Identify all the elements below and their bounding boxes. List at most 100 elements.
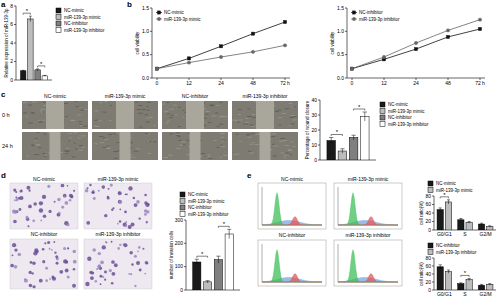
- g2-peak: [338, 217, 398, 225]
- cell: [73, 268, 76, 271]
- significance: *: [223, 221, 226, 227]
- texture: [216, 126, 219, 128]
- texture: [246, 134, 250, 136]
- error-bar: [216, 256, 220, 263]
- legend-swatch: [380, 115, 385, 120]
- texture: [251, 125, 256, 127]
- significance: *: [40, 61, 43, 67]
- plot-area: [350, 18, 481, 70]
- texture: [41, 112, 45, 114]
- y-tick-label: 0: [180, 287, 183, 293]
- g1-peak: [262, 193, 322, 225]
- texture: [233, 154, 236, 156]
- texture: [79, 121, 82, 123]
- texture: [217, 146, 220, 148]
- y-axis-label: cell ratio(%): [419, 201, 424, 225]
- texture: [163, 157, 168, 159]
- wound-gap: [50, 132, 61, 160]
- cell: [130, 273, 132, 275]
- texture: [36, 144, 40, 146]
- cell: [65, 260, 68, 263]
- y-tick-label: 0.0: [337, 75, 344, 81]
- texture: [178, 125, 181, 127]
- cell: [19, 208, 22, 211]
- legend-swatch: [380, 109, 385, 114]
- wound-gap: [190, 132, 201, 160]
- image-label: NC-inhibitor: [31, 231, 58, 237]
- cell: [14, 265, 18, 269]
- texture: [65, 153, 68, 155]
- cell: [67, 185, 69, 187]
- micrograph: [92, 101, 158, 129]
- cell: [100, 283, 102, 285]
- error-bar: [468, 278, 471, 280]
- texture: [272, 143, 275, 145]
- y-tick: [318, 130, 320, 131]
- texture: [43, 101, 46, 103]
- marker: [414, 47, 417, 50]
- texture: [84, 108, 88, 110]
- bar: [28, 19, 33, 80]
- cell: [65, 268, 69, 272]
- cell: [102, 245, 106, 249]
- significance: *: [26, 8, 29, 14]
- y-tick: [432, 266, 434, 267]
- cell: [95, 280, 97, 282]
- texture: [77, 114, 81, 116]
- cell: [47, 185, 50, 188]
- texture: [28, 122, 33, 124]
- wound-gap: [256, 101, 274, 129]
- texture: [147, 109, 150, 111]
- y-tick: [184, 290, 186, 291]
- texture: [108, 134, 112, 136]
- texture: [219, 101, 222, 103]
- image-label: NC-inhibitor: [279, 232, 306, 238]
- legend-swatch: [428, 181, 433, 186]
- y-tick: [318, 160, 320, 161]
- cell: [15, 197, 17, 199]
- texture: [214, 139, 217, 141]
- x-tick-label: 0: [156, 80, 159, 86]
- cell: [24, 279, 28, 283]
- texture: [183, 144, 185, 146]
- panel-letter: a: [1, 0, 6, 9]
- legend-label: miR-139-3p mimic: [436, 188, 473, 193]
- y-tick: [432, 221, 434, 222]
- texture: [176, 148, 180, 150]
- cell: [138, 246, 141, 249]
- texture: [146, 117, 149, 119]
- y-tick-label: 20: [425, 279, 431, 285]
- texture: [204, 108, 207, 110]
- texture: [284, 154, 287, 156]
- texture: [75, 148, 78, 150]
- texture: [153, 141, 156, 143]
- y-axis-label: cell viability: [135, 31, 140, 55]
- cell: [14, 199, 16, 201]
- texture: [252, 116, 256, 118]
- texture: [134, 150, 139, 152]
- texture: [146, 141, 148, 143]
- y-tick-label: 8: [10, 3, 13, 9]
- legend-label: miR-139-3p inhibitor: [436, 250, 477, 255]
- g2-peak: [338, 274, 398, 282]
- texture: [273, 145, 278, 147]
- plot-area: [437, 200, 493, 230]
- cell: [134, 285, 136, 287]
- cell: [145, 261, 148, 264]
- micrograph: [92, 132, 158, 160]
- texture: [73, 142, 75, 144]
- texture: [292, 116, 297, 118]
- texture: [78, 106, 82, 108]
- wound-gap: [186, 101, 204, 129]
- image-panel: eNC-mimicmiR-139-3p mimicNC-inhibitormiR…: [247, 171, 402, 286]
- cell: [119, 220, 122, 223]
- cell: [72, 284, 76, 288]
- cell: [86, 187, 88, 189]
- cell: [114, 263, 118, 267]
- texture: [220, 146, 225, 148]
- bar: [42, 76, 47, 80]
- cell: [107, 196, 109, 198]
- texture: [94, 125, 97, 127]
- marker: [350, 67, 353, 70]
- legend-label: NC-mimic: [64, 8, 84, 13]
